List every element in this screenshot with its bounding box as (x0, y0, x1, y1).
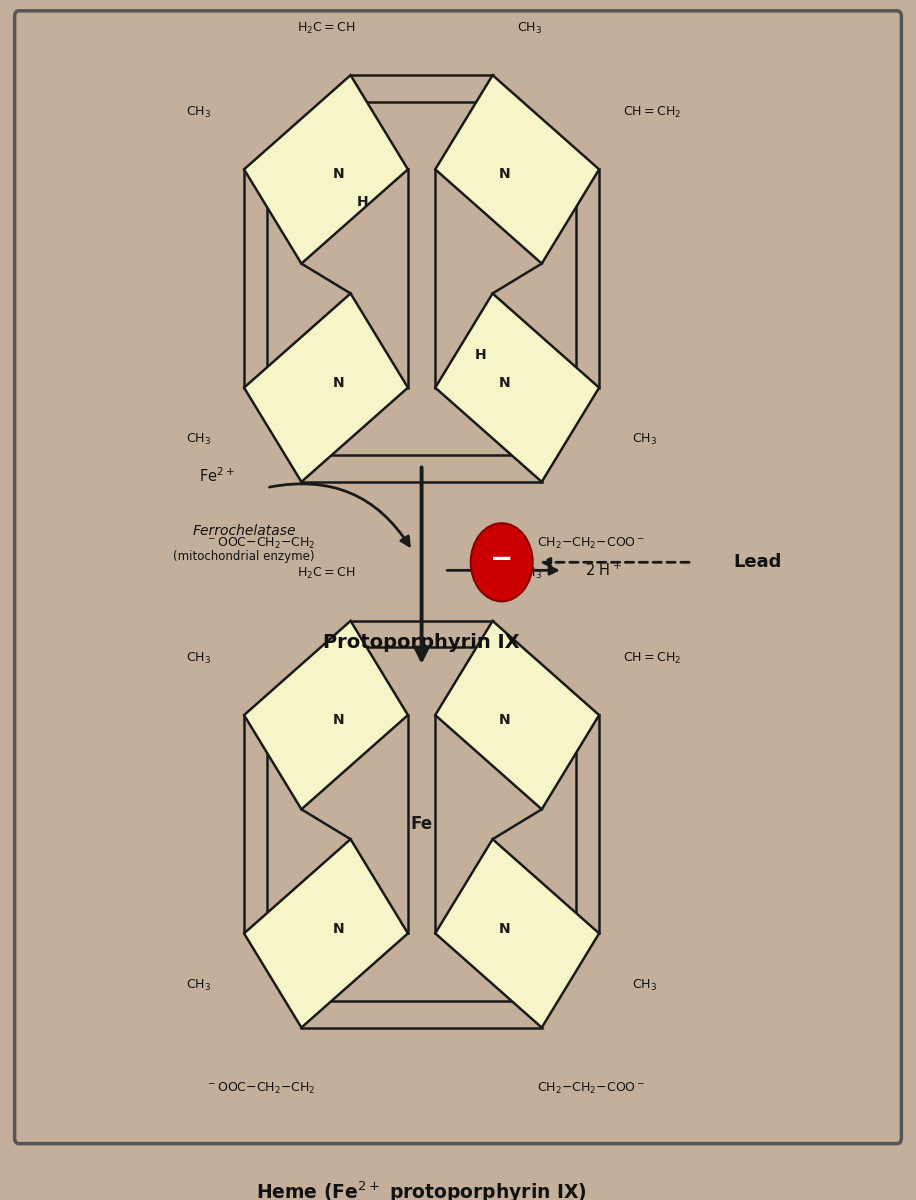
Polygon shape (244, 76, 408, 264)
Text: Heme (Fe$^{2+}$ protoporphyrin IX): Heme (Fe$^{2+}$ protoporphyrin IX) (256, 1180, 587, 1200)
Text: $^-$OOC$-$CH$_2$$-$CH$_2$: $^-$OOC$-$CH$_2$$-$CH$_2$ (205, 1081, 315, 1097)
Text: CH$_2$$-$CH$_2$$-$COO$^-$: CH$_2$$-$CH$_2$$-$COO$^-$ (537, 1081, 645, 1097)
Text: CH$=$CH$_2$: CH$=$CH$_2$ (623, 106, 682, 120)
Text: N: N (333, 376, 344, 390)
Text: H: H (474, 348, 486, 361)
Polygon shape (435, 76, 599, 264)
Text: CH$_3$: CH$_3$ (187, 978, 212, 992)
Text: Lead: Lead (733, 553, 781, 571)
Text: CH$_2$$-$CH$_2$$-$COO$^-$: CH$_2$$-$CH$_2$$-$COO$^-$ (537, 535, 645, 551)
Text: Ferrochelatase: Ferrochelatase (192, 524, 296, 539)
Text: CH$_3$: CH$_3$ (517, 20, 542, 36)
Text: 2 H$^+$: 2 H$^+$ (585, 562, 622, 578)
Text: Fe$^{2+}$: Fe$^{2+}$ (199, 467, 234, 486)
Polygon shape (435, 620, 599, 809)
Text: CH$=$CH$_2$: CH$=$CH$_2$ (623, 652, 682, 666)
Text: Protoporphyrin IX: Protoporphyrin IX (323, 632, 520, 652)
Text: CH$_3$: CH$_3$ (632, 432, 657, 448)
Text: N: N (499, 713, 511, 727)
Text: N: N (333, 713, 344, 727)
Text: N: N (333, 167, 344, 181)
Text: (mitochondrial enzyme): (mitochondrial enzyme) (173, 550, 315, 563)
Text: $^-$OOC$-$CH$_2$$-$CH$_2$: $^-$OOC$-$CH$_2$$-$CH$_2$ (205, 535, 315, 551)
Text: CH$_3$: CH$_3$ (187, 106, 212, 120)
Text: Fe: Fe (410, 815, 432, 833)
Polygon shape (244, 620, 408, 809)
Text: H$_2$C$=$CH: H$_2$C$=$CH (297, 566, 355, 581)
Text: CH$_3$: CH$_3$ (187, 652, 212, 666)
Polygon shape (435, 294, 599, 482)
Text: N: N (499, 922, 511, 936)
Text: N: N (499, 376, 511, 390)
Polygon shape (244, 294, 408, 482)
Circle shape (471, 523, 533, 601)
Text: N: N (499, 167, 511, 181)
Text: −: − (490, 545, 513, 572)
Text: CH$_3$: CH$_3$ (632, 978, 657, 992)
Text: H: H (357, 196, 368, 209)
Polygon shape (435, 839, 599, 1027)
Text: CH$_3$: CH$_3$ (517, 566, 542, 581)
Text: N: N (333, 922, 344, 936)
FancyBboxPatch shape (15, 11, 901, 1144)
Text: CH$_3$: CH$_3$ (187, 432, 212, 448)
Text: H$_2$C$=$CH: H$_2$C$=$CH (297, 20, 355, 36)
Polygon shape (244, 839, 408, 1027)
